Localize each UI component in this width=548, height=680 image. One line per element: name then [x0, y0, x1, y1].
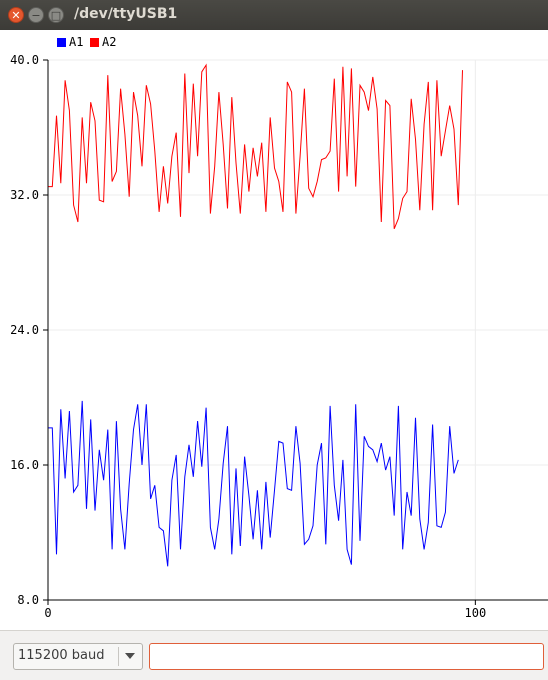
close-window-button[interactable]: ✕ — [8, 7, 24, 23]
serial-plotter-area: 8.0 16.0 24.0 32.0 40.0 0 100 A1 A2 — [0, 30, 548, 630]
series-line-a1 — [48, 400, 459, 567]
legend-swatch-a2 — [90, 38, 99, 47]
line-chart: 8.0 16.0 24.0 32.0 40.0 0 100 A1 A2 — [10, 35, 548, 620]
series-line-a2 — [48, 63, 463, 229]
chevron-down-icon[interactable] — [125, 653, 135, 659]
legend: A1 A2 — [57, 35, 116, 49]
maximize-window-button[interactable]: □ — [48, 7, 64, 23]
y-tick-label: 24.0 — [10, 323, 39, 337]
y-tick-label: 16.0 — [10, 458, 39, 472]
y-tick-label: 32.0 — [10, 188, 39, 202]
x-tick-label: 100 — [465, 606, 487, 620]
axes: 8.0 16.0 24.0 32.0 40.0 0 100 — [10, 53, 548, 620]
bottom-toolbar: 115200 baud — [0, 630, 548, 680]
minimize-window-button[interactable]: − — [28, 7, 44, 23]
close-icon: ✕ — [11, 8, 21, 22]
maximize-icon: □ — [50, 8, 62, 22]
x-tick-label: 0 — [44, 606, 51, 620]
legend-label-a2: A2 — [102, 35, 116, 49]
minimize-icon: − — [31, 8, 41, 22]
legend-swatch-a1 — [57, 38, 66, 47]
series-layer — [48, 63, 463, 567]
title-bar: ✕ − □ /dev/ttyUSB1 — [0, 0, 548, 30]
baud-rate-select[interactable]: 115200 baud — [13, 643, 143, 670]
baud-rate-value: 115200 baud — [18, 648, 105, 663]
legend-label-a1: A1 — [69, 35, 83, 49]
y-tick-label: 40.0 — [10, 53, 39, 67]
send-input[interactable] — [149, 643, 544, 670]
window-title: /dev/ttyUSB1 — [74, 6, 178, 22]
grid — [48, 59, 548, 601]
y-tick-label: 8.0 — [17, 593, 39, 607]
select-divider — [118, 647, 119, 666]
